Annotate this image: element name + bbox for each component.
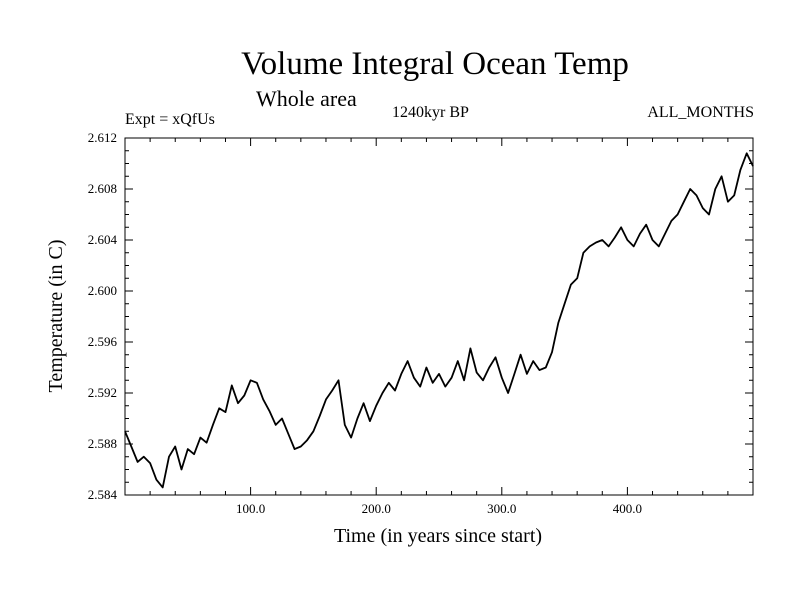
x-tick-label: 300.0	[487, 501, 516, 516]
y-tick-label: 2.608	[88, 181, 117, 196]
y-tick-label: 2.596	[88, 334, 118, 349]
chart-subtitle: Whole area	[256, 86, 357, 111]
y-tick-label: 2.600	[88, 283, 117, 298]
plot-area: 100.0 200.0 300.0 400.0 2.584 2.588 2.592 2.596…	[88, 130, 754, 516]
y-tick-label: 2.612	[88, 130, 117, 145]
plot-frame	[124, 137, 754, 496]
y-tick-label: 2.588	[88, 436, 117, 451]
series-line	[124, 152, 754, 489]
period-label: 1240kyr BP	[392, 104, 469, 121]
y-tick-label: 2.584	[88, 487, 118, 502]
y-tick-label: 2.604	[88, 232, 118, 247]
experiment-label: Expt = xQfUs	[125, 111, 215, 128]
x-axis-label: Time (in years since start)	[334, 525, 542, 547]
x-tick-label: 200.0	[362, 501, 391, 516]
x-tick-label: 100.0	[236, 501, 265, 516]
chart-title: Volume Integral Ocean Temp	[241, 46, 629, 82]
y-axis-label: Temperature (in C)	[45, 240, 67, 393]
x-tick-label: 400.0	[613, 501, 642, 516]
months-label: ALL_MONTHS	[647, 104, 754, 121]
y-tick-label: 2.592	[88, 385, 117, 400]
